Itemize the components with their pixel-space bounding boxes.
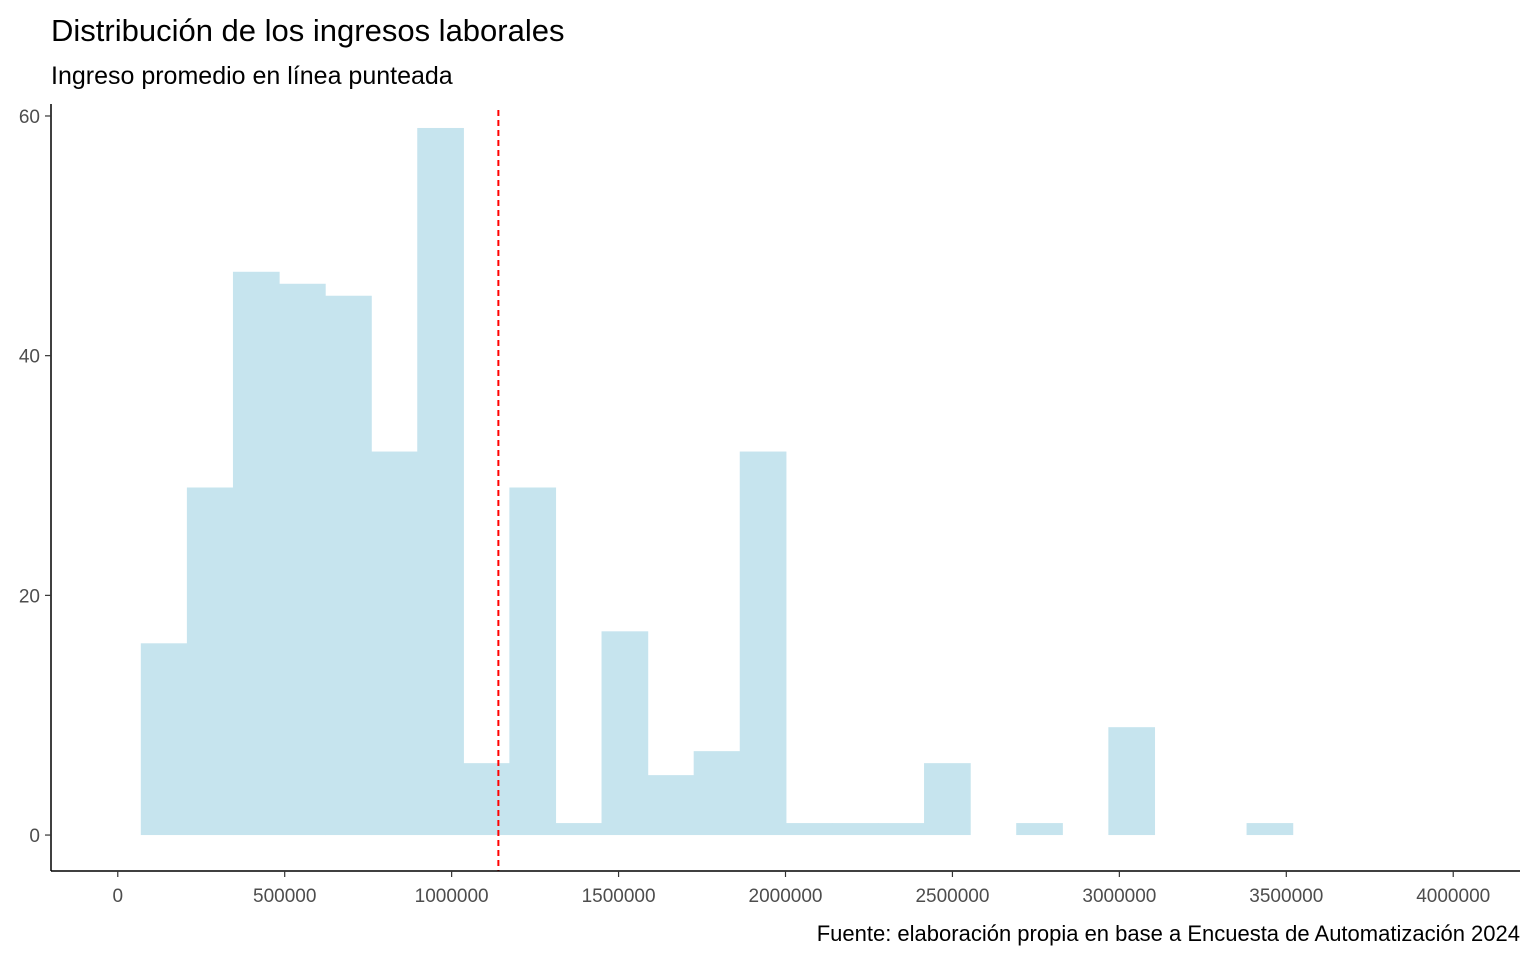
histogram-bars [140, 127, 1294, 836]
histogram-bar-3 [279, 283, 326, 836]
histogram-bar-12 [693, 751, 741, 836]
x-tick-label: 0 [112, 886, 123, 907]
histogram-bar-7 [463, 763, 510, 836]
histogram-bar-9 [555, 823, 603, 836]
histogram-bar-14 [785, 823, 833, 836]
x-tick-label: 3000000 [1082, 886, 1156, 907]
histogram-bar-24 [1246, 823, 1294, 836]
axes: 0 20 40 60 0 500000 1000000 1500000 2000000 25000… [19, 104, 1520, 907]
histogram-bar-10 [601, 631, 649, 836]
histogram-bar-4 [325, 295, 372, 836]
histogram-bar-15 [831, 823, 879, 836]
y-tick-label: 40 [19, 347, 40, 368]
chart-subtitle: Ingreso promedio en línea punteada [51, 62, 453, 90]
x-tick-label: 4000000 [1416, 886, 1490, 907]
histogram-bar-19 [1016, 823, 1063, 836]
histogram-bar-13 [739, 451, 787, 836]
x-tick-label: 3500000 [1249, 886, 1323, 907]
x-tick-label: 1500000 [582, 886, 656, 907]
x-tick-label: 1000000 [415, 886, 489, 907]
chart-caption: Fuente: elaboración propia en base a Enc… [817, 921, 1520, 946]
y-tick-label: 20 [19, 586, 40, 607]
x-tick-label: 2000000 [749, 886, 823, 907]
histogram-bar-0 [140, 643, 188, 836]
histogram-bar-16 [877, 823, 925, 836]
histogram-bar-6 [417, 127, 464, 836]
x-tick-label: 2500000 [915, 886, 989, 907]
histogram-bar-21 [1108, 727, 1156, 836]
y-tick-label: 0 [29, 826, 40, 847]
histogram-bar-2 [232, 271, 280, 836]
histogram-bar-17 [924, 763, 971, 836]
chart-title: Distribución de los ingresos laborales [51, 13, 564, 48]
x-tick-label: 500000 [253, 886, 316, 907]
histogram-bar-8 [509, 487, 557, 836]
histogram-bar-1 [186, 487, 234, 836]
histogram-bar-11 [647, 775, 695, 836]
y-tick-label: 60 [19, 107, 40, 128]
histogram-bar-5 [371, 451, 418, 836]
